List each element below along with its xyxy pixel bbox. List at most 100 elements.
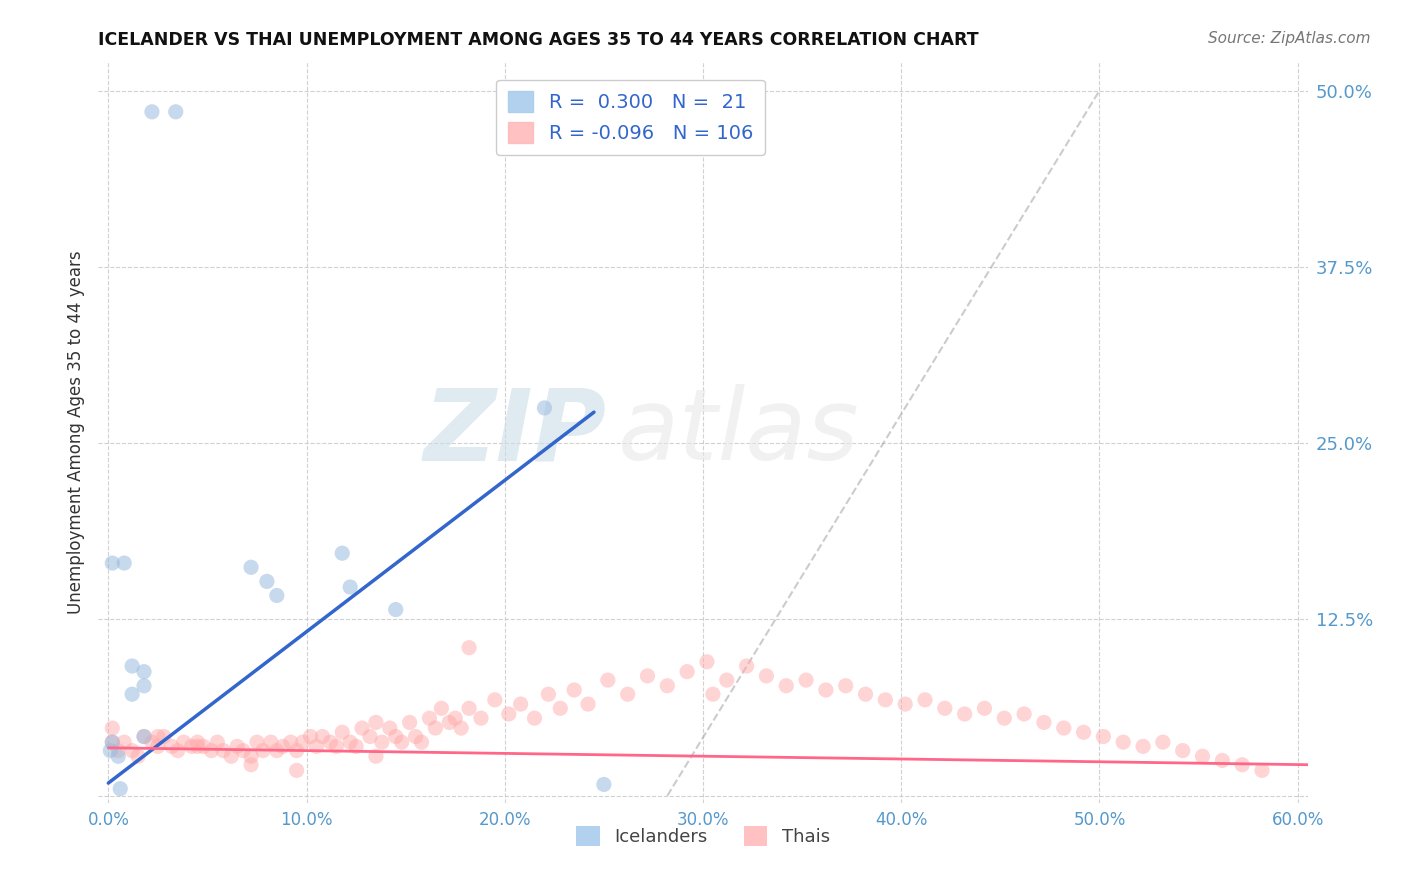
Point	[398, 715, 420, 730]
Point	[121, 744, 143, 758]
Point	[562, 683, 585, 698]
Point	[894, 697, 917, 711]
Point	[219, 749, 242, 764]
Point	[132, 679, 155, 693]
Point	[696, 655, 718, 669]
Point	[330, 546, 353, 560]
Point	[173, 735, 195, 749]
Point	[1053, 721, 1076, 735]
Point	[439, 715, 461, 730]
Point	[953, 706, 976, 721]
Point	[450, 721, 472, 735]
Point	[132, 730, 155, 744]
Point	[576, 697, 599, 711]
Point	[1132, 739, 1154, 754]
Point	[260, 735, 283, 749]
Point	[755, 669, 778, 683]
Point	[509, 697, 531, 711]
Point	[1092, 730, 1115, 744]
Point	[425, 721, 447, 735]
Point	[132, 730, 155, 744]
Point	[444, 711, 467, 725]
Point	[352, 721, 374, 735]
Point	[814, 683, 837, 698]
Point	[1230, 757, 1253, 772]
Point	[458, 640, 481, 655]
Point	[101, 721, 124, 735]
Point	[107, 749, 129, 764]
Point	[364, 749, 387, 764]
Point	[1152, 735, 1174, 749]
Point	[1012, 706, 1035, 721]
Point	[311, 730, 333, 744]
Point	[537, 687, 560, 701]
Point	[596, 673, 619, 687]
Y-axis label: Unemployment Among Ages 35 to 44 years: Unemployment Among Ages 35 to 44 years	[66, 251, 84, 615]
Point	[212, 744, 235, 758]
Point	[153, 730, 176, 744]
Text: atlas: atlas	[619, 384, 860, 481]
Point	[200, 744, 222, 758]
Point	[484, 693, 506, 707]
Point	[339, 580, 361, 594]
Text: Source: ZipAtlas.com: Source: ZipAtlas.com	[1208, 31, 1371, 46]
Point	[430, 701, 453, 715]
Point	[676, 665, 699, 679]
Point	[657, 679, 679, 693]
Point	[160, 739, 183, 754]
Point	[193, 739, 215, 754]
Point	[533, 401, 555, 415]
Point	[1251, 764, 1274, 778]
Point	[914, 693, 936, 707]
Point	[186, 739, 208, 754]
Point	[934, 701, 956, 715]
Point	[299, 730, 322, 744]
Point	[127, 749, 149, 764]
Point	[344, 739, 367, 754]
Point	[616, 687, 638, 701]
Point	[1191, 749, 1213, 764]
Point	[141, 104, 163, 119]
Point	[498, 706, 520, 721]
Point	[775, 679, 797, 693]
Legend: Icelanders, Thais: Icelanders, Thais	[569, 819, 837, 853]
Point	[110, 781, 132, 796]
Point	[305, 739, 328, 754]
Point	[593, 777, 616, 791]
Point	[232, 744, 254, 758]
Point	[146, 739, 169, 754]
Point	[121, 687, 143, 701]
Point	[384, 602, 406, 616]
Point	[855, 687, 877, 701]
Point	[271, 739, 294, 754]
Point	[1112, 735, 1135, 749]
Point	[384, 730, 406, 744]
Point	[794, 673, 817, 687]
Point	[418, 711, 440, 725]
Point	[735, 659, 758, 673]
Point	[141, 735, 163, 749]
Point	[364, 715, 387, 730]
Point	[470, 711, 492, 725]
Point	[98, 744, 121, 758]
Point	[875, 693, 897, 707]
Point	[391, 735, 413, 749]
Point	[325, 739, 347, 754]
Point	[405, 730, 427, 744]
Point	[112, 735, 135, 749]
Point	[166, 744, 188, 758]
Point	[285, 744, 308, 758]
Point	[240, 749, 263, 764]
Text: ZIP: ZIP	[423, 384, 606, 481]
Point	[207, 735, 229, 749]
Point	[240, 560, 263, 574]
Point	[132, 665, 155, 679]
Point	[112, 556, 135, 570]
Point	[548, 701, 571, 715]
Point	[716, 673, 738, 687]
Point	[835, 679, 858, 693]
Point	[226, 739, 249, 754]
Point	[359, 730, 381, 744]
Point	[256, 574, 278, 589]
Point	[186, 735, 208, 749]
